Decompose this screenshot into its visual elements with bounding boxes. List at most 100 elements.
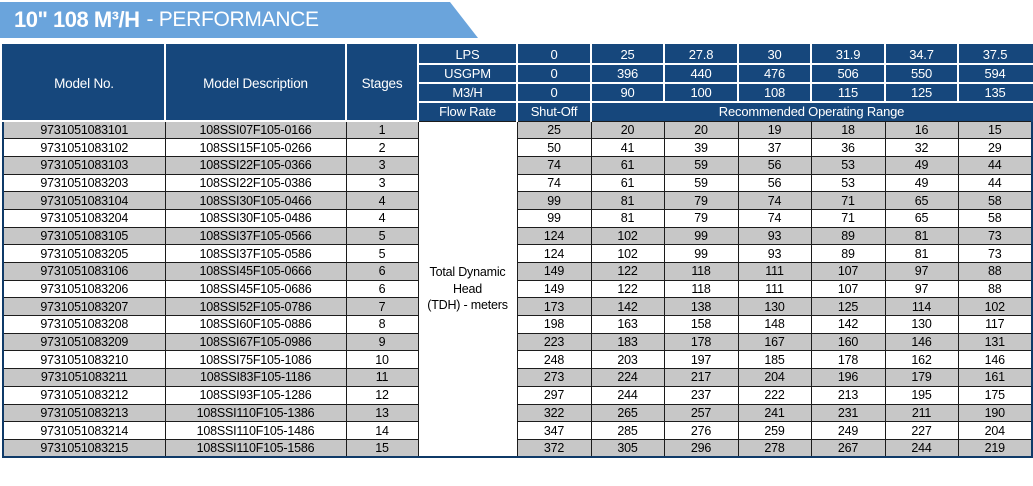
model-no-cell: 9731051083103 (2, 155, 166, 175)
tdh-value-cell: 50 (516, 138, 592, 157)
tdh-value-cell: 122 (590, 279, 665, 299)
tdh-value-cell: 88 (957, 262, 1033, 281)
model-no-cell: 9731051083206 (2, 279, 166, 299)
tdh-value-cell: 211 (884, 403, 959, 423)
unit-value-cell: 440 (663, 63, 739, 84)
tdh-value-cell: 122 (590, 262, 665, 281)
tdh-value-cell: 305 (590, 438, 665, 458)
tdh-value-cell: 175 (957, 385, 1033, 405)
tdh-value-cell: 142 (810, 315, 886, 334)
tdh-value-cell: 58 (957, 208, 1033, 228)
tdh-value-cell: 146 (957, 350, 1033, 370)
tdh-value-cell: 278 (737, 438, 812, 458)
tdh-value-cell: 61 (590, 155, 665, 175)
tdh-value-cell: 158 (663, 315, 739, 334)
stages-cell: 5 (345, 244, 419, 263)
tdh-value-cell: 36 (810, 138, 886, 157)
tdh-value-cell: 89 (810, 226, 886, 246)
tdh-value-cell: 213 (810, 385, 886, 405)
tdh-value-cell: 73 (957, 244, 1033, 263)
model-description-cell: 108SSI37F105-0566 (164, 226, 347, 246)
unit-value-cell: 37.5 (957, 44, 1033, 65)
model-description-cell: 108SSI110F105-1486 (164, 421, 347, 440)
model-description-cell: 108SSI75F105-1086 (164, 350, 347, 370)
tdh-value-cell: 59 (663, 173, 739, 193)
tdh-value-cell: 204 (737, 368, 812, 387)
model-description-cell: 108SSI93F105-1286 (164, 385, 347, 405)
col-header-model-no: Model No. (2, 44, 166, 122)
tdh-value-cell: 81 (590, 191, 665, 210)
tdh-value-cell: 203 (590, 350, 665, 370)
tdh-value-cell: 53 (810, 155, 886, 175)
unit-label-lps: LPS (417, 44, 518, 65)
table-row: 9731051083104 108SSI30F105-0466 4 99 81 79 74 7… (2, 191, 1033, 210)
table-row: 9731051083213 108SSI110F105-1386 13 322 265 2… (2, 403, 1033, 423)
model-no-cell: 9731051083205 (2, 244, 166, 263)
tdh-value-cell: 322 (516, 403, 592, 423)
tdh-value-cell: 102 (590, 226, 665, 246)
stages-cell: 4 (345, 191, 419, 210)
tdh-value-cell: 198 (516, 315, 592, 334)
tdh-value-cell: 81 (884, 244, 959, 263)
tdh-value-cell: 74 (737, 191, 812, 210)
stages-cell: 14 (345, 421, 419, 440)
tdh-value-cell: 79 (663, 208, 739, 228)
tdh-value-cell: 223 (516, 332, 592, 352)
tdh-value-cell: 248 (516, 350, 592, 370)
model-description-cell: 108SSI110F105-1586 (164, 438, 347, 458)
model-no-cell: 9731051083215 (2, 438, 166, 458)
unit-value-cell: 31.9 (810, 44, 886, 65)
tdh-value-cell: 257 (663, 403, 739, 423)
tdh-value-cell: 32 (884, 138, 959, 157)
tdh-value-cell: 15 (957, 120, 1033, 140)
unit-value-cell: 550 (884, 63, 959, 84)
table-row: 9731051083106 108SSI45F105-0666 6 149 122 118… (2, 262, 1033, 281)
col-header-stages: Stages (345, 44, 419, 122)
model-description-cell: 108SSI67F105-0986 (164, 332, 347, 352)
tdh-value-cell: 178 (810, 350, 886, 370)
tdh-value-cell: 114 (884, 297, 959, 317)
model-no-cell: 9731051083207 (2, 297, 166, 317)
model-no-cell: 9731051083102 (2, 138, 166, 157)
model-description-cell: 108SSI60F105-0886 (164, 315, 347, 334)
tdh-value-cell: 97 (884, 279, 959, 299)
tdh-value-cell: 81 (884, 226, 959, 246)
tdh-value-cell: 93 (737, 244, 812, 263)
tdh-value-cell: 138 (663, 297, 739, 317)
tdh-value-cell: 56 (737, 155, 812, 175)
table-body: 9731051083101 108SSI07F105-0166 1 Total Dyn… (2, 120, 1033, 458)
table-row: 9731051083210 108SSI75F105-1086 10 248 203 19… (2, 350, 1033, 370)
tdh-value-cell: 131 (957, 332, 1033, 352)
tdh-merged-cell: Total Dynamic Head (TDH) - meters (417, 120, 518, 458)
tdh-value-cell: 19 (737, 120, 812, 140)
tdh-value-cell: 237 (663, 385, 739, 405)
table-header: Model No. Model Description Stages LPS 0… (2, 44, 1033, 122)
unit-value-cell: 125 (884, 82, 959, 103)
model-description-cell: 108SSI83F105-1186 (164, 368, 347, 387)
tdh-value-cell: 267 (810, 438, 886, 458)
unit-value-cell: 0 (516, 82, 592, 103)
tdh-value-cell: 149 (516, 279, 592, 299)
tdh-value-cell: 265 (590, 403, 665, 423)
model-description-cell: 108SSI15F105-0266 (164, 138, 347, 157)
tdh-value-cell: 59 (663, 155, 739, 175)
model-no-cell: 9731051083101 (2, 120, 166, 140)
model-no-cell: 9731051083203 (2, 173, 166, 193)
stages-cell: 4 (345, 208, 419, 228)
tdh-value-cell: 65 (884, 191, 959, 210)
tdh-value-cell: 44 (957, 155, 1033, 175)
header-row-lps: Model No. Model Description Stages LPS 0… (2, 44, 1033, 122)
tdh-value-cell: 74 (516, 155, 592, 175)
tdh-value-cell: 347 (516, 421, 592, 440)
tdh-value-cell: 102 (590, 244, 665, 263)
stages-cell: 11 (345, 368, 419, 387)
tdh-value-cell: 372 (516, 438, 592, 458)
tdh-value-cell: 296 (663, 438, 739, 458)
model-no-cell: 9731051083208 (2, 315, 166, 334)
header-row-usgpm: USGPM 0 396 440 476 506 550 594 (3, 63, 1033, 84)
stages-cell: 15 (345, 438, 419, 458)
tdh-label-line1: Total Dynamic Head (429, 265, 506, 296)
tdh-value-cell: 18 (810, 120, 886, 140)
stages-cell: 3 (345, 173, 419, 193)
